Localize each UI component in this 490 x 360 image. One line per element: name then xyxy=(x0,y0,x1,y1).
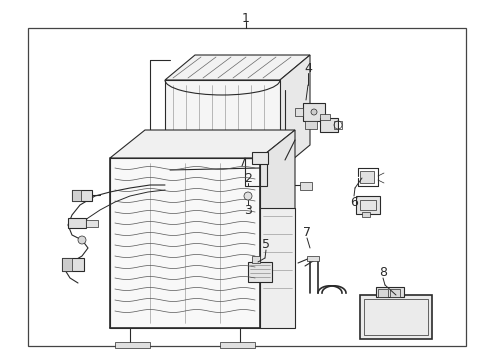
Bar xyxy=(364,299,428,335)
Text: 5: 5 xyxy=(262,238,270,252)
Bar xyxy=(68,218,86,228)
Bar xyxy=(360,171,374,183)
Polygon shape xyxy=(110,130,295,158)
Bar xyxy=(356,196,380,214)
Bar xyxy=(376,287,404,297)
Polygon shape xyxy=(280,55,310,170)
Text: 1: 1 xyxy=(242,12,250,24)
Bar xyxy=(72,190,81,201)
Bar xyxy=(320,118,338,132)
Circle shape xyxy=(78,236,86,244)
Bar xyxy=(252,152,268,164)
Bar xyxy=(307,256,319,261)
Bar xyxy=(260,208,295,328)
Text: 7: 7 xyxy=(303,226,311,239)
Bar xyxy=(390,289,400,297)
Bar xyxy=(72,190,92,201)
Bar xyxy=(295,108,303,116)
Polygon shape xyxy=(165,55,310,80)
Circle shape xyxy=(311,109,317,115)
Bar xyxy=(248,262,272,282)
Text: 8: 8 xyxy=(379,266,387,279)
Polygon shape xyxy=(260,130,295,328)
Text: 4: 4 xyxy=(304,62,312,75)
Bar xyxy=(28,28,466,346)
Text: 2: 2 xyxy=(244,171,252,184)
Bar xyxy=(360,200,376,210)
Bar xyxy=(115,342,150,348)
Bar xyxy=(362,212,370,217)
Text: 3: 3 xyxy=(244,203,252,216)
Bar xyxy=(150,182,162,190)
Bar xyxy=(62,258,84,271)
Bar xyxy=(378,289,388,297)
Bar xyxy=(252,256,260,263)
Bar xyxy=(86,220,98,227)
Bar xyxy=(62,258,72,271)
Bar xyxy=(360,295,432,339)
Text: 6: 6 xyxy=(350,195,358,208)
Bar xyxy=(320,114,330,120)
Bar xyxy=(220,342,255,348)
Bar xyxy=(334,121,342,129)
Bar xyxy=(303,103,325,121)
Bar xyxy=(300,182,312,190)
Circle shape xyxy=(244,192,252,200)
Bar xyxy=(165,80,280,170)
Bar xyxy=(245,158,267,186)
Bar xyxy=(305,121,317,129)
Bar xyxy=(110,158,260,328)
